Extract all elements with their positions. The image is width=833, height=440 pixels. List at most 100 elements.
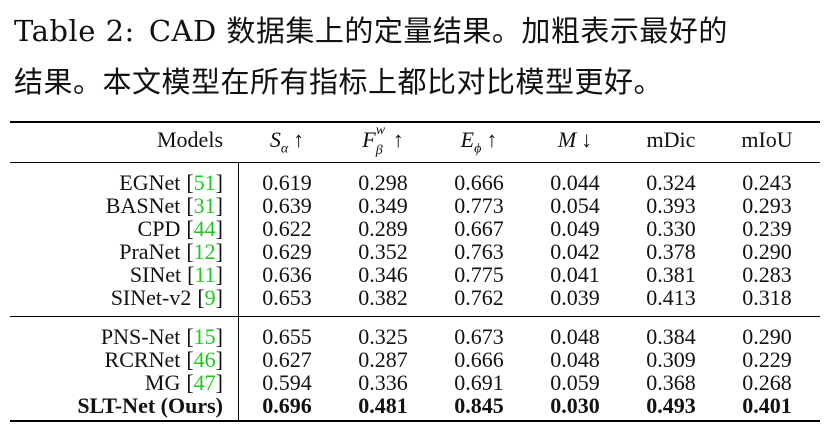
table-cell: 0.629 bbox=[262, 239, 312, 264]
model-name: SLT-Net (Ours) bbox=[77, 393, 223, 418]
citation-link[interactable]: 12 bbox=[186, 239, 223, 264]
table-cell: 0.666 bbox=[454, 347, 504, 372]
table-cell: 0.775 bbox=[454, 262, 504, 287]
table-cell: 0.401 bbox=[742, 393, 792, 418]
row-label: SINet-v29 bbox=[10, 285, 223, 310]
table-cell: 0.268 bbox=[742, 370, 792, 395]
model-name: MG bbox=[144, 370, 181, 395]
table-cell: 0.318 bbox=[742, 285, 792, 310]
table-cell: 0.352 bbox=[358, 239, 408, 264]
model-name: PNS-Net bbox=[100, 324, 181, 349]
citation-link[interactable]: 31 bbox=[186, 193, 223, 218]
citation-link[interactable]: 47 bbox=[186, 370, 223, 395]
table-cell: 0.481 bbox=[358, 393, 408, 418]
caption-line-2: 结果。本文模型在所有指标上都比对比模型更好。 bbox=[14, 65, 664, 99]
table-cell: 0.622 bbox=[262, 216, 312, 241]
row-label: CPD44 bbox=[10, 216, 223, 241]
bottom-rule bbox=[10, 420, 820, 422]
table-cell: 0.493 bbox=[646, 393, 696, 418]
table-cell: 0.413 bbox=[646, 285, 696, 310]
table-cell: 0.048 bbox=[550, 324, 600, 349]
header-mdic: mDic bbox=[646, 127, 696, 152]
citation-link[interactable]: 51 bbox=[186, 170, 223, 195]
column-divider bbox=[238, 162, 239, 420]
table-cell: 0.309 bbox=[646, 347, 696, 372]
citation-link[interactable]: 9 bbox=[197, 285, 223, 310]
row-label: PraNet12 bbox=[10, 239, 223, 264]
table-cell: 0.289 bbox=[358, 216, 408, 241]
header-m: M ↓ bbox=[557, 127, 593, 152]
table-caption: Table 2: CAD 数据集上的定量结果。加粗表示最好的 结果。本文模型在所有… bbox=[14, 6, 824, 108]
row-label: MG47 bbox=[10, 370, 223, 395]
table-cell: 0.636 bbox=[262, 262, 312, 287]
table-cell: 0.039 bbox=[550, 285, 600, 310]
table-cell: 0.293 bbox=[742, 193, 792, 218]
table-cell: 0.239 bbox=[742, 216, 792, 241]
table-cell: 0.336 bbox=[358, 370, 408, 395]
header-e-phi: Eϕ ↑ bbox=[460, 127, 498, 157]
citation-link[interactable]: 11 bbox=[187, 262, 223, 287]
model-name: CPD bbox=[137, 216, 181, 241]
table-cell: 0.325 bbox=[358, 324, 408, 349]
header-rule bbox=[10, 162, 820, 163]
row-label: SINet11 bbox=[10, 262, 223, 287]
table-cell: 0.346 bbox=[358, 262, 408, 287]
citation-link[interactable]: 46 bbox=[186, 347, 223, 372]
table-cell: 0.655 bbox=[262, 324, 312, 349]
table-cell: 0.044 bbox=[550, 170, 600, 195]
table-cell: 0.763 bbox=[454, 239, 504, 264]
table-cell: 0.773 bbox=[454, 193, 504, 218]
model-name: PraNet bbox=[119, 239, 181, 264]
table-cell: 0.378 bbox=[646, 239, 696, 264]
model-name: SINet bbox=[129, 262, 182, 287]
citation-link[interactable]: 15 bbox=[186, 324, 223, 349]
table-cell: 0.673 bbox=[454, 324, 504, 349]
top-rule bbox=[10, 121, 820, 123]
table-cell: 0.324 bbox=[646, 170, 696, 195]
model-name: BASNet bbox=[105, 193, 181, 218]
table-cell: 0.667 bbox=[454, 216, 504, 241]
row-label: EGNet51 bbox=[10, 170, 223, 195]
table-cell: 0.653 bbox=[262, 285, 312, 310]
table-cell: 0.041 bbox=[550, 262, 600, 287]
caption-line-1: Table 2: CAD 数据集上的定量结果。加粗表示最好的 bbox=[14, 6, 824, 57]
table-cell: 0.619 bbox=[262, 170, 312, 195]
header-models: Models bbox=[157, 127, 223, 152]
citation-link[interactable]: 44 bbox=[186, 216, 223, 241]
table-cell: 0.059 bbox=[550, 370, 600, 395]
header-s-alpha: Sα ↑ bbox=[269, 127, 305, 157]
table-cell: 0.283 bbox=[742, 262, 792, 287]
table-cell: 0.042 bbox=[550, 239, 600, 264]
table-cell: 0.287 bbox=[358, 347, 408, 372]
table-cell: 0.049 bbox=[550, 216, 600, 241]
row-label: RCRNet46 bbox=[10, 347, 223, 372]
table-cell: 0.382 bbox=[358, 285, 408, 310]
table-cell: 0.691 bbox=[454, 370, 504, 395]
table-cell: 0.054 bbox=[550, 193, 600, 218]
table-cell: 0.368 bbox=[646, 370, 696, 395]
table-cell: 0.594 bbox=[262, 370, 312, 395]
row-label: PNS-Net15 bbox=[10, 324, 223, 349]
table-cell: 0.627 bbox=[262, 347, 312, 372]
table-cell: 0.845 bbox=[454, 393, 504, 418]
header-miou: mIoU bbox=[741, 127, 793, 152]
table-cell: 0.048 bbox=[550, 347, 600, 372]
table-cell: 0.030 bbox=[550, 393, 600, 418]
table-cell: 0.298 bbox=[358, 170, 408, 195]
caption-text-line-1: CAD 数据集上的定量结果。加粗表示最好的 bbox=[148, 14, 728, 48]
table-cell: 0.696 bbox=[262, 393, 312, 418]
group-separator-rule bbox=[10, 316, 820, 317]
table-cell: 0.243 bbox=[742, 170, 792, 195]
row-label: SLT-Net (Ours) bbox=[10, 394, 223, 418]
table-cell: 0.290 bbox=[742, 324, 792, 349]
table-cell: 0.384 bbox=[646, 324, 696, 349]
table-cell: 0.330 bbox=[646, 216, 696, 241]
table-cell: 0.229 bbox=[742, 347, 792, 372]
table-cell: 0.666 bbox=[454, 170, 504, 195]
table-cell: 0.762 bbox=[454, 285, 504, 310]
model-name: SINet-v2 bbox=[110, 285, 192, 310]
model-name: EGNet bbox=[119, 170, 181, 195]
table-cell: 0.381 bbox=[646, 262, 696, 287]
table-cell: 0.349 bbox=[358, 193, 408, 218]
